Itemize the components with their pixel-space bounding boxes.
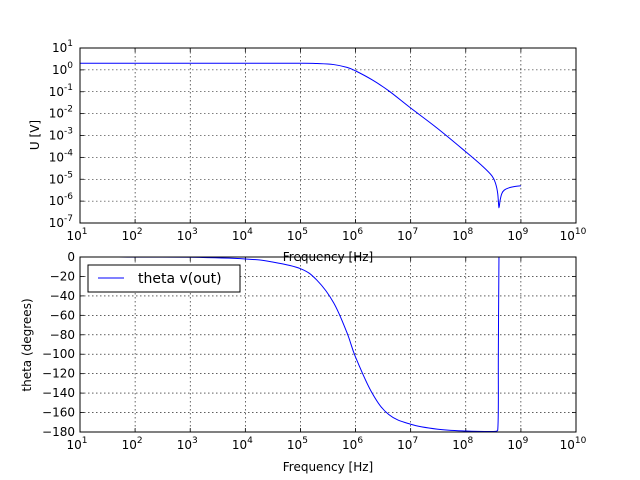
phase-series-line bbox=[79, 256, 521, 433]
magnitude-plot-frame bbox=[79, 47, 577, 224]
phase-x-tick-label: 106 bbox=[342, 436, 363, 452]
magnitude-y-axis-label: U [V] bbox=[28, 120, 42, 150]
phase-plot: 101 102 103 104 105 106 107 108 109 1010 0 −20 −40 −… bbox=[20, 250, 587, 474]
magnitude-y-tick-labels: 10-7 10-6 10-5 10-4 10-3 10-2 10-1 100 101 bbox=[49, 39, 74, 230]
phase-y-tick-label: −100 bbox=[42, 347, 75, 361]
phase-x-axis-label: Frequency [Hz] bbox=[283, 460, 374, 474]
phase-x-tick-label: 102 bbox=[122, 436, 143, 452]
magnitude-x-tick-label: 109 bbox=[507, 227, 528, 243]
magnitude-x-tick-label: 103 bbox=[177, 227, 198, 243]
legend: theta v(out) bbox=[87, 264, 241, 293]
magnitude-x-tick-labels: 101 102 103 104 105 106 107 108 109 1010 bbox=[66, 227, 586, 243]
phase-x-tick-label: 107 bbox=[397, 436, 418, 452]
phase-x-tick-label: 1010 bbox=[560, 436, 587, 452]
magnitude-y-tick-label: 10-3 bbox=[49, 127, 73, 143]
phase-x-tick-label: 101 bbox=[66, 436, 87, 452]
phase-y-tick-label: −40 bbox=[50, 289, 75, 303]
magnitude-y-tick-label: 10-1 bbox=[49, 83, 73, 99]
phase-y-tick-label: 0 bbox=[67, 250, 75, 264]
phase-x-tick-label: 108 bbox=[452, 436, 473, 452]
magnitude-x-tick-label: 1010 bbox=[560, 227, 587, 243]
phase-y-tick-label: −20 bbox=[50, 269, 75, 283]
magnitude-y-tick-label: 10-4 bbox=[49, 148, 74, 164]
magnitude-x-tick-label: 101 bbox=[66, 227, 87, 243]
magnitude-x-tick-label: 102 bbox=[122, 227, 143, 243]
magnitude-y-tick-label: 10-5 bbox=[49, 170, 73, 186]
magnitude-x-tick-label: 104 bbox=[232, 227, 253, 243]
magnitude-series-line bbox=[80, 62, 521, 209]
magnitude-x-tick-label: 108 bbox=[452, 227, 473, 243]
magnitude-x-tick-label: 106 bbox=[342, 227, 363, 243]
phase-y-tick-labels: 0 −20 −40 −60 −80 −100 −120 −140 −160 −180 bbox=[42, 250, 75, 439]
phase-y-tick-label: −80 bbox=[50, 328, 75, 342]
phase-y-tick-label: −180 bbox=[42, 425, 75, 439]
magnitude-x-tick-label: 105 bbox=[287, 227, 308, 243]
magnitude-grid bbox=[79, 47, 577, 224]
magnitude-plot: 101 102 103 104 105 106 107 108 109 1010 10-710-6… bbox=[28, 39, 587, 264]
magnitude-x-tick-label: 107 bbox=[397, 227, 418, 243]
phase-y-tick-label: −120 bbox=[42, 367, 75, 381]
phase-ticks bbox=[79, 256, 577, 433]
phase-x-tick-labels: 101 102 103 104 105 106 107 108 109 1010 bbox=[66, 436, 586, 452]
phase-y-axis-label: theta (degrees) bbox=[20, 298, 34, 391]
phase-x-tick-label: 103 bbox=[177, 436, 198, 452]
phase-y-tick-label: −60 bbox=[50, 308, 75, 322]
phase-x-tick-label: 104 bbox=[232, 436, 253, 452]
magnitude-y-tick-label: 101 bbox=[52, 39, 73, 55]
phase-plot-frame bbox=[79, 256, 577, 433]
magnitude-y-tick-label: 10-6 bbox=[49, 192, 74, 208]
magnitude-y-tick-label: 10-2 bbox=[49, 105, 73, 121]
magnitude-y-tick-label: 100 bbox=[52, 61, 73, 77]
phase-x-tick-label: 105 bbox=[287, 436, 308, 452]
phase-y-tick-label: −160 bbox=[42, 406, 75, 420]
legend-label: theta v(out) bbox=[138, 271, 222, 287]
magnitude-y-tick-label: 10-7 bbox=[49, 214, 73, 230]
phase-y-tick-label: −140 bbox=[42, 386, 75, 400]
phase-x-tick-label: 109 bbox=[507, 436, 528, 452]
